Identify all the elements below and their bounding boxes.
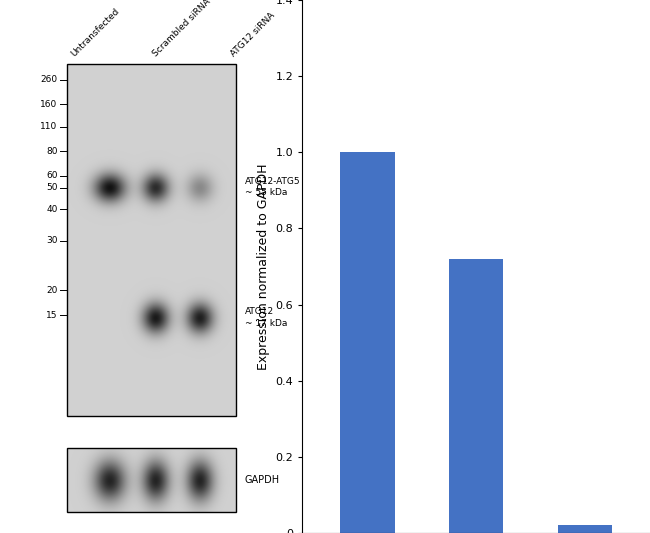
Text: 60: 60: [46, 171, 57, 180]
Text: 50: 50: [46, 183, 57, 192]
Text: 110: 110: [40, 122, 57, 131]
Bar: [558, 526, 612, 533]
Text: 260: 260: [40, 75, 57, 84]
Text: 80: 80: [46, 147, 57, 156]
Text: 40: 40: [46, 205, 57, 214]
Bar: [66, 448, 236, 512]
Text: 15: 15: [46, 311, 57, 320]
Y-axis label: Expression normalized to GAPDH: Expression normalized to GAPDH: [257, 163, 270, 370]
Text: ATG12
~ 17 kDa: ATG12 ~ 17 kDa: [245, 307, 287, 328]
Text: Untransfected: Untransfected: [69, 7, 121, 59]
Text: GAPDH: GAPDH: [245, 475, 280, 484]
Bar: [449, 259, 503, 533]
Text: 30: 30: [46, 236, 57, 245]
Text: ATG12-ATG5
~ 55 kDa: ATG12-ATG5 ~ 55 kDa: [245, 176, 300, 198]
Text: Scrambled siRNA: Scrambled siRNA: [151, 0, 212, 59]
Bar: [341, 152, 395, 533]
Text: ATG12 siRNA: ATG12 siRNA: [229, 11, 277, 59]
Text: 160: 160: [40, 100, 57, 109]
Bar: [66, 64, 236, 416]
Text: 20: 20: [46, 286, 57, 295]
